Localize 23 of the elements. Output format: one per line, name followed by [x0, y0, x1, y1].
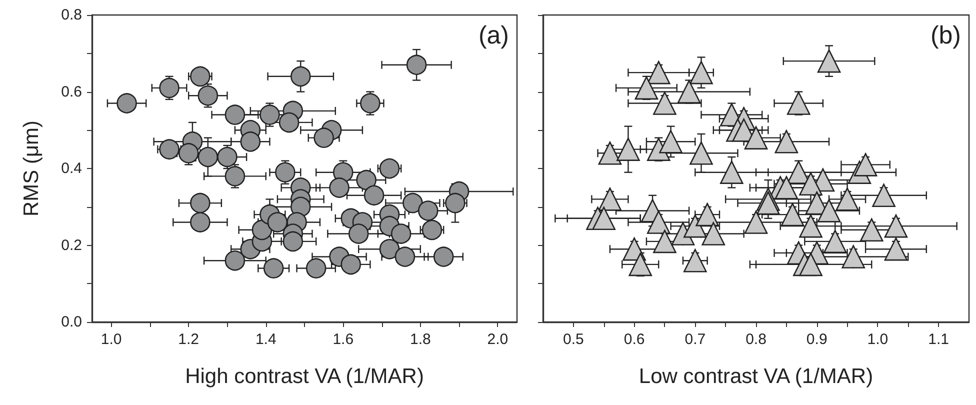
x-axis-title: High contrast VA (1/MAR): [185, 365, 424, 388]
y-axis-title: RMS (μm): [20, 120, 43, 217]
y-tick-label: 0.6: [61, 83, 82, 100]
x-tick-label: 0.5: [563, 331, 584, 348]
x-tick-label: 0.9: [806, 331, 828, 348]
x-axis-title: Low contrast VA (1/MAR): [638, 365, 874, 388]
x-tick-label: 1.4: [255, 331, 276, 348]
x-tick-label: 2.0: [487, 331, 508, 348]
x-tick-label: 0.7: [684, 331, 706, 348]
annotation: (a): [478, 22, 510, 50]
x-tick-label: 0.8: [746, 331, 766, 348]
x-tick-label: 1.1: [928, 331, 949, 348]
y-tick-label: 0.0: [61, 314, 82, 330]
x-tick-label: 1.0: [100, 331, 122, 348]
y-tick-label: 0.4: [61, 160, 82, 177]
x-tick-label: 1.8: [410, 331, 431, 348]
x-tick-label: 1.0: [867, 331, 888, 348]
x-tick-label: 0.6: [624, 331, 645, 348]
y-tick-label: 0.2: [61, 236, 82, 254]
annotation: (b): [930, 22, 962, 50]
y-tick-label: 0.8: [61, 6, 82, 24]
x-tick-label: 1.6: [332, 331, 354, 348]
x-tick-label: 1.2: [178, 331, 200, 348]
